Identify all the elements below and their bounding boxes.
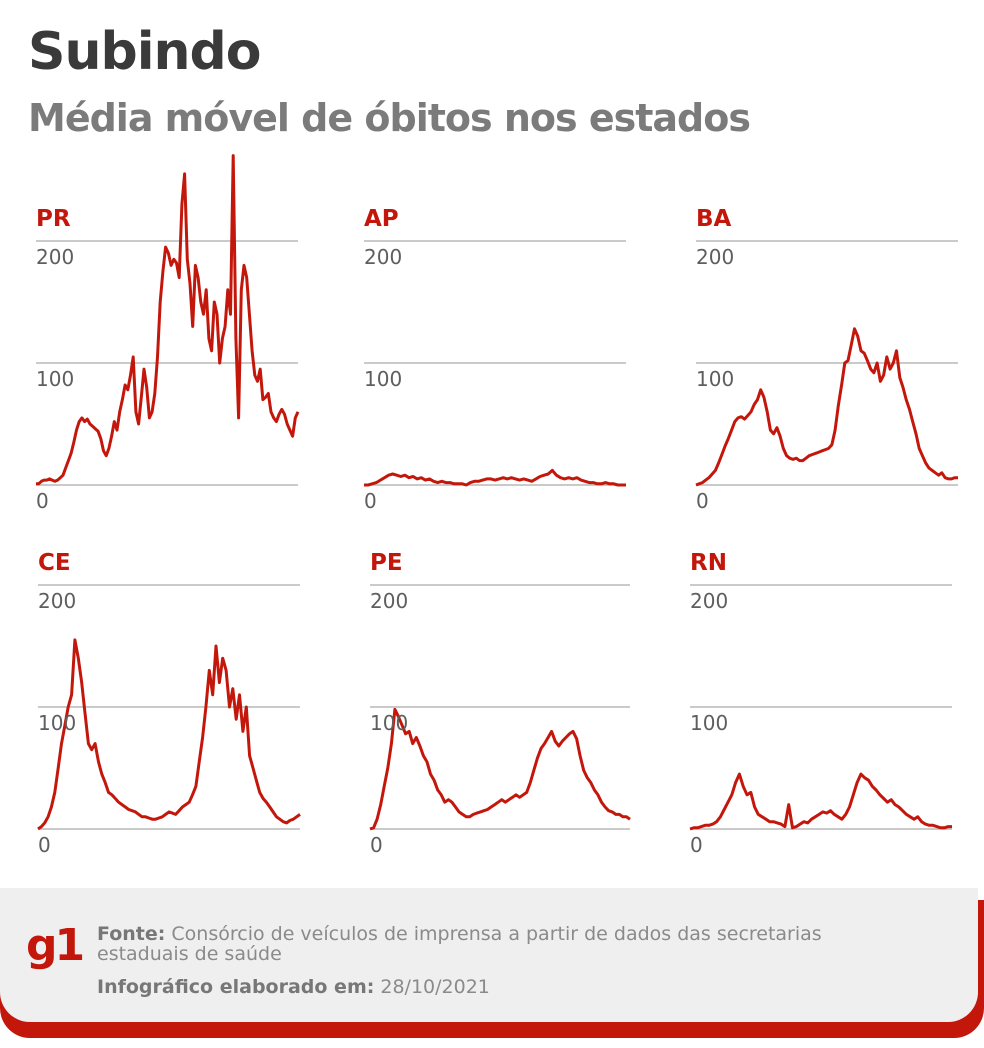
- y-tick-label: 0: [370, 833, 383, 857]
- y-tick-label: 0: [36, 489, 49, 513]
- line-chart-svg: [695, 240, 958, 487]
- chart-subtitle: Média móvel de óbitos nos estados: [28, 96, 751, 140]
- line-chart-svg: [36, 154, 300, 486]
- y-tick-label: 100: [364, 367, 403, 391]
- state-label: PR: [36, 206, 71, 232]
- chart-title: Subindo: [28, 22, 261, 82]
- y-tick-label: 0: [690, 833, 703, 857]
- series-line-rn: [689, 772, 952, 831]
- y-tick-label: 200: [370, 589, 409, 613]
- y-tick-label: 200: [690, 589, 729, 613]
- line-chart-svg: [364, 240, 626, 487]
- state-label: CE: [38, 550, 71, 576]
- y-tick-label: 200: [38, 589, 77, 613]
- y-tick-label: 200: [36, 245, 75, 269]
- y-tick-label: 100: [696, 367, 735, 391]
- chart-panel-pr: PR 0 100 200: [36, 154, 336, 526]
- series-line-pe: [369, 707, 631, 831]
- source-text: Consórcio de veículos de imprensa a part…: [97, 923, 822, 965]
- y-tick-label: 100: [370, 711, 409, 735]
- source-label: Fonte:: [97, 923, 166, 945]
- chart-panel-ba: BA 0 100 200: [695, 206, 984, 526]
- y-tick-label: 0: [38, 833, 51, 857]
- series-line-pr: [36, 154, 300, 486]
- series-line-ba: [695, 327, 958, 487]
- y-tick-label: 0: [364, 489, 377, 513]
- date-text: 28/10/2021: [374, 976, 490, 998]
- state-label: BA: [696, 206, 732, 232]
- footer: [0, 888, 978, 1022]
- state-label: PE: [370, 550, 403, 576]
- date-note: Infográfico elaborado em: 28/10/2021: [97, 976, 490, 998]
- y-tick-label: 100: [690, 711, 729, 735]
- chart-panel-ce: CE 0 100 200: [37, 550, 338, 870]
- y-tick-label: 200: [364, 245, 403, 269]
- state-label: AP: [364, 206, 399, 232]
- y-tick-label: 100: [38, 711, 77, 735]
- chart-panel-pe: PE 0 100 200: [369, 550, 670, 870]
- series-line-ap: [364, 468, 626, 487]
- chart-panel-ap: AP 0 100 200: [364, 206, 664, 526]
- series-line-ce: [37, 638, 301, 831]
- line-chart-svg: [369, 584, 631, 831]
- line-chart-svg: [689, 584, 952, 831]
- line-chart-svg: [37, 584, 301, 831]
- source-note: Fonte: Consórcio de veículos de imprensa…: [97, 924, 917, 964]
- state-label: RN: [690, 550, 727, 576]
- chart-panel-rn: RN 0 100 200: [689, 550, 984, 870]
- y-tick-label: 200: [696, 245, 735, 269]
- g1-logo: g1: [26, 920, 85, 971]
- y-tick-label: 100: [36, 367, 75, 391]
- y-tick-label: 0: [696, 489, 709, 513]
- date-label: Infográfico elaborado em:: [97, 976, 375, 998]
